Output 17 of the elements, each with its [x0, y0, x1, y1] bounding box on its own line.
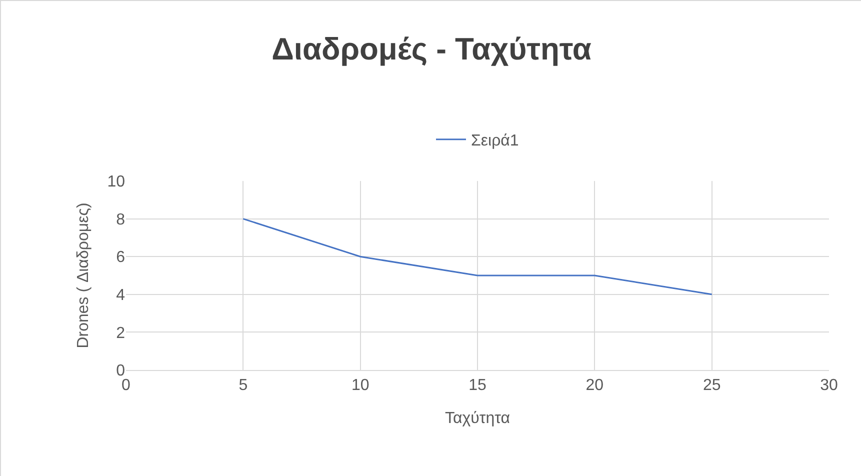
x-tick-label: 30 [820, 377, 838, 394]
y-tick-label: 8 [116, 211, 126, 228]
legend-label: Σειρά1 [471, 132, 519, 150]
chart-title: Διαδρομές - Ταχύτητα [272, 31, 592, 66]
line-series [242, 218, 713, 296]
x-tick-label: 20 [586, 377, 604, 394]
y-tick-label: 0 [116, 362, 126, 380]
x-tick-label: 25 [702, 377, 721, 394]
y-tick-label: 10 [107, 174, 126, 191]
x-tick-label: 10 [351, 377, 370, 394]
y-axis-title: Drones ( Διαδρομες) [75, 202, 92, 348]
x-tick-label: 5 [238, 377, 248, 394]
x-tick-label: 15 [468, 377, 486, 394]
x-axis-title: Ταχύτητα [445, 410, 510, 427]
y-tick-label: 6 [116, 249, 126, 266]
y-tick-label: 2 [116, 324, 126, 342]
y-tick-label: 4 [116, 287, 126, 304]
